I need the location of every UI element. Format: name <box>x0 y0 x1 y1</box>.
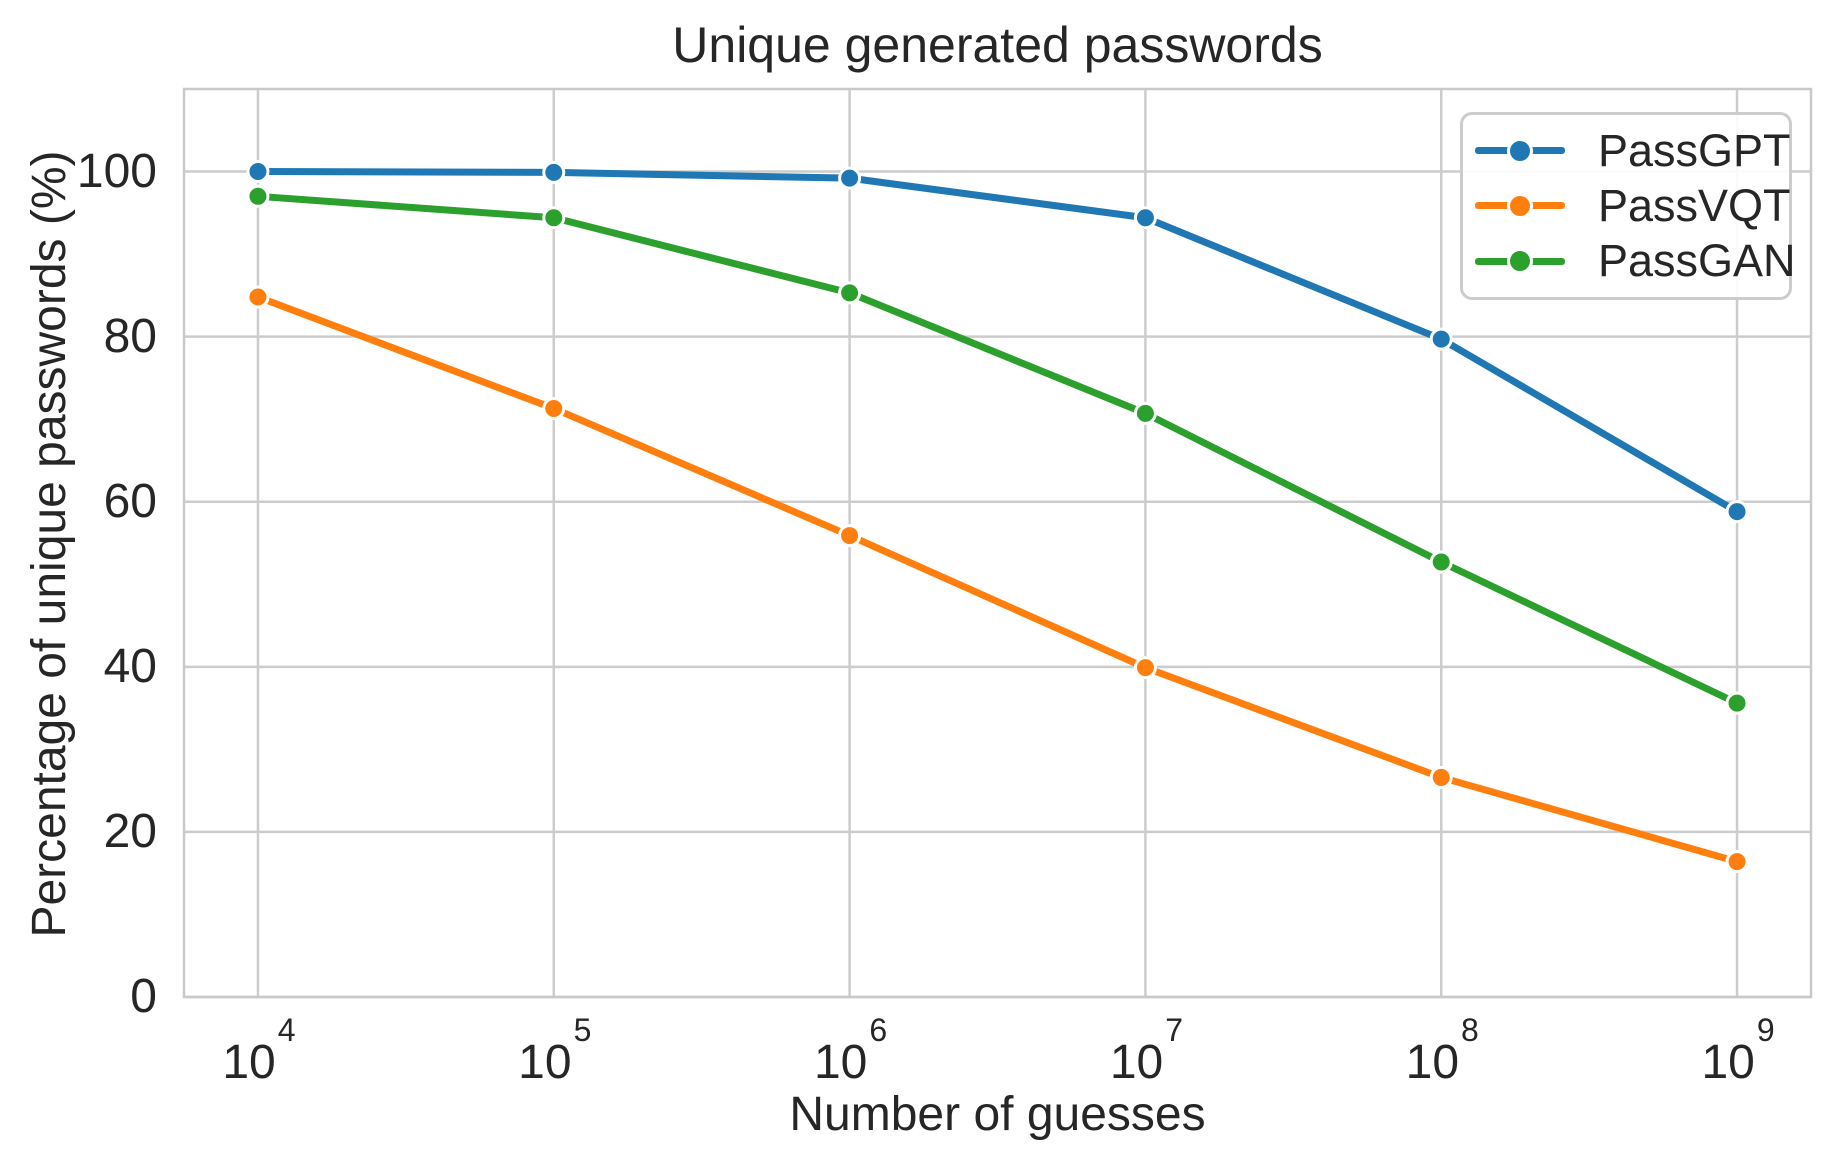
data-point-passvqt <box>1429 765 1453 789</box>
data-point-passgan <box>838 281 862 305</box>
legend-item-passvqt: PassVQT <box>1463 179 1791 233</box>
y-tick-label-0: 0 <box>130 970 157 1023</box>
data-point-passgpt <box>838 166 862 190</box>
y-axis-label: Percentage of unique passwords (%) <box>23 150 76 938</box>
x-tick-label-10e7: 107 <box>1109 1012 1183 1089</box>
data-point-passgan <box>1725 691 1749 715</box>
data-point-passgan <box>542 206 566 230</box>
x-tick-label-10e6: 106 <box>813 1012 888 1089</box>
chart-title: Unique generated passwords <box>672 17 1323 73</box>
y-tick-label-20: 20 <box>103 804 157 858</box>
legend-label: PassVQT <box>1598 179 1791 231</box>
legend-dot-icon <box>1507 248 1533 275</box>
x-tick-label-10e9: 109 <box>1701 1012 1775 1089</box>
data-point-passgan <box>1429 550 1453 574</box>
series-line-passvqt <box>254 293 1741 866</box>
legend-marker-passvqt <box>1475 192 1565 219</box>
y-tick-label-80: 80 <box>103 309 157 363</box>
x-tick-label-10e8: 108 <box>1405 1012 1479 1089</box>
legend-marker-passgpt <box>1475 137 1565 164</box>
legend-item-passgpt: PassGPT <box>1463 124 1791 178</box>
legend-dot-icon <box>1507 192 1533 219</box>
data-point-passgan <box>246 184 270 208</box>
data-point-passvqt <box>1725 850 1749 874</box>
data-point-passgpt <box>1133 206 1157 230</box>
x-axis-label: Number of guesses <box>789 1088 1206 1141</box>
plot-border <box>182 87 1813 999</box>
data-point-passvqt <box>246 285 270 309</box>
y-tick-label-100: 100 <box>76 144 157 198</box>
y-tick-label-40: 40 <box>103 639 157 693</box>
legend-marker-passgan <box>1475 248 1565 275</box>
data-point-passgpt <box>542 160 566 184</box>
series-line-passgpt <box>254 168 1741 516</box>
legend-label: PassGPT <box>1598 124 1791 176</box>
data-point-passvqt <box>838 524 862 548</box>
legend-item-passgan: PassGAN <box>1463 234 1796 288</box>
data-point-passgpt <box>1429 327 1453 351</box>
data-point-passvqt <box>1133 656 1157 680</box>
x-tick-label-10e4: 104 <box>222 1012 296 1089</box>
x-tick-label-10e5: 105 <box>518 1012 592 1089</box>
data-point-passgan <box>1133 401 1157 425</box>
y-tick-label-60: 60 <box>103 474 157 528</box>
legend-dot-icon <box>1507 137 1533 164</box>
legend: PassGPT PassVQT PassGAN <box>1460 112 1796 300</box>
legend-label: PassGAN <box>1598 235 1796 287</box>
data-point-passvqt <box>542 396 566 420</box>
series-line-passgan <box>254 192 1741 707</box>
data-point-passgpt <box>1725 500 1749 524</box>
data-point-passgpt <box>246 160 270 184</box>
